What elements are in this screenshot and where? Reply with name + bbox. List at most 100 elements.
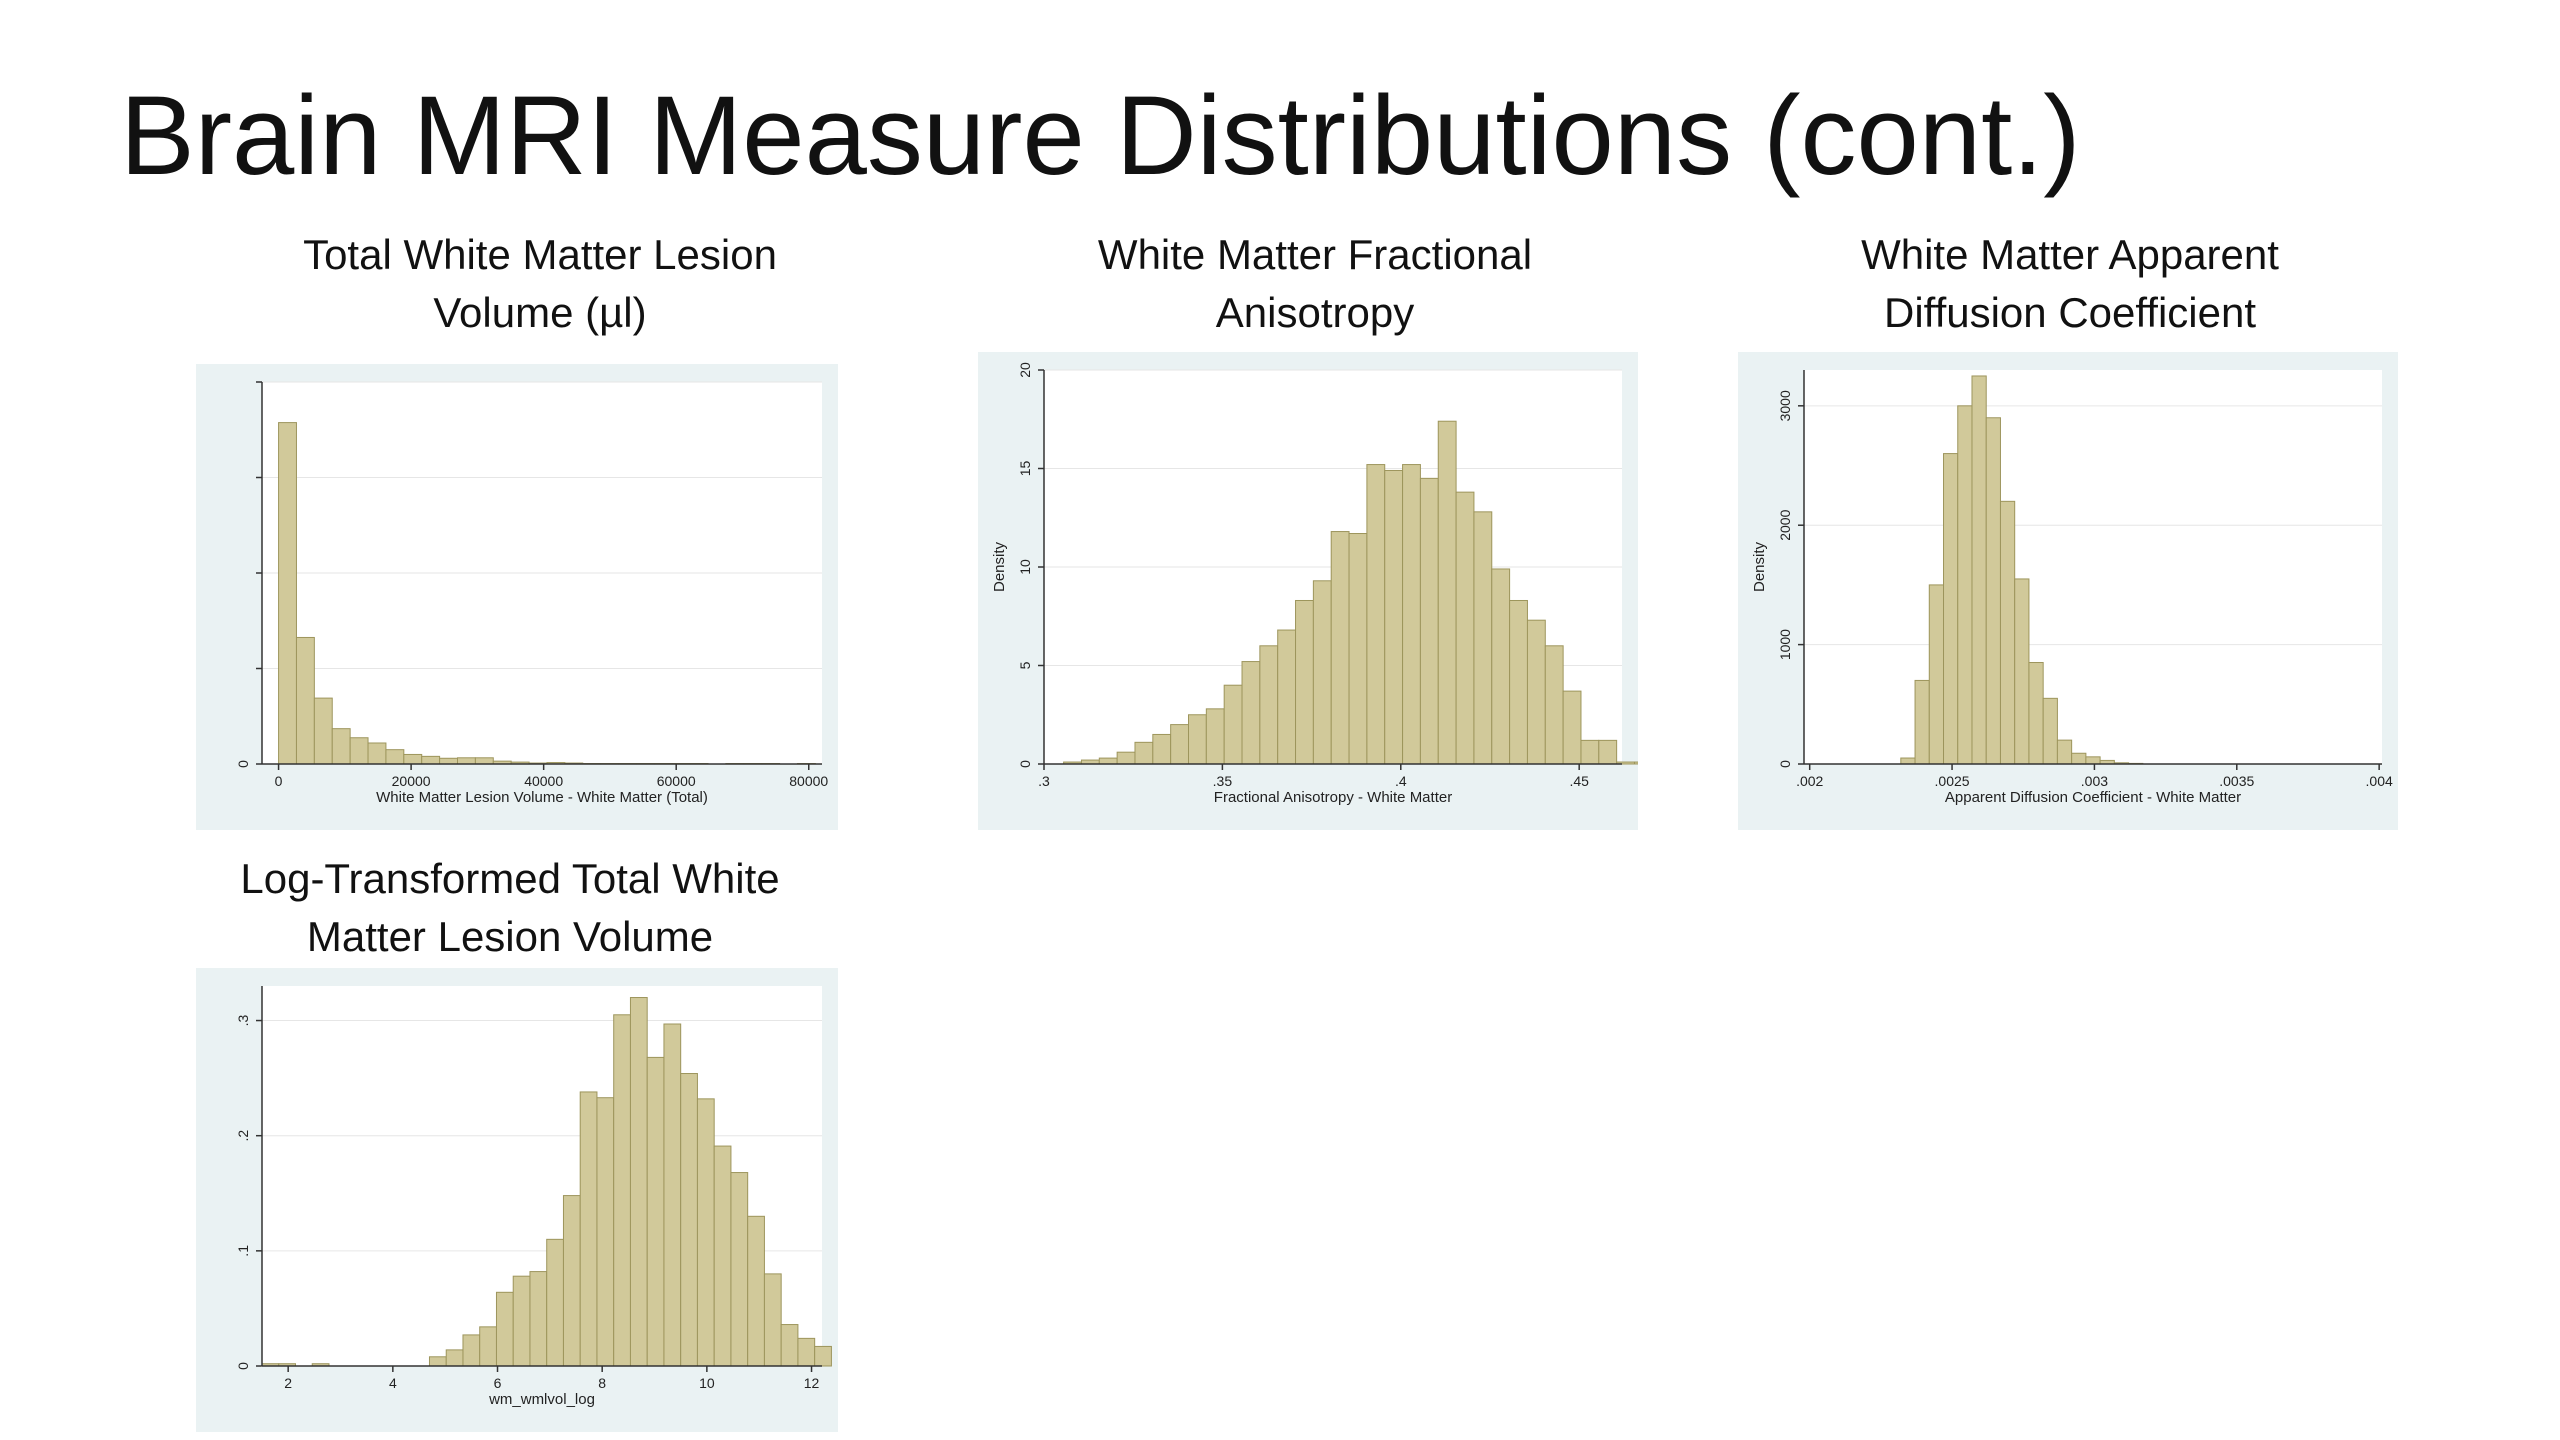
chart-title-line: Volume (µl) [433,289,647,336]
x-axis-label: Apparent Diffusion Coefficient - White M… [1945,789,2241,806]
chart-title-line: Diffusion Coefficient [1884,289,2256,336]
histogram-bar [385,749,405,765]
x-tick-label: 40000 [524,773,563,789]
histogram-bar [680,1073,698,1367]
histogram-bar [713,1145,732,1367]
histogram-bar [780,1324,799,1367]
x-tick-label: .35 [1213,773,1233,789]
x-tick-label: 0 [275,773,283,789]
histogram-bar [1170,724,1189,765]
chart-title-line: Matter Lesion Volume [306,913,714,960]
y-tick-label: 15 [1017,461,1033,477]
histogram-bar [1957,405,1973,765]
histogram-bar [2085,756,2101,765]
histogram-bar [2014,578,2030,765]
histogram-bar [1134,741,1154,765]
histogram-bar [1633,761,1638,765]
histogram-bar [1312,580,1332,765]
histogram-bar [629,997,648,1367]
x-tick-label: 8 [598,1375,606,1391]
histogram-bar [462,1334,481,1367]
histogram-bar [474,757,494,765]
y-tick-label: 0 [1777,760,1793,768]
histogram-bar [562,1195,581,1367]
histogram-bar [331,728,351,765]
histogram-bar [439,757,459,765]
chart-title-line: White Matter Fractional [1097,231,1533,278]
histogram-bar [2056,739,2073,765]
histogram-bar [1098,757,1118,765]
histogram-bar [1598,739,1618,765]
chart-svg: 0 0 20000 40000 60000 80000 White Matter Lesio… [235,381,828,806]
y-tick-label: 3000 [1777,390,1793,421]
y-tick-label: .1 [235,1245,251,1257]
x-tick-label: 60000 [657,773,696,789]
x-tick-label: 80000 [789,773,828,789]
histogram-bar [445,1349,464,1367]
histogram-bar [814,1345,832,1367]
chart-svg: 0 .1 .2 .3 2 4 6 8 10 12 wm_wmlvol_log [235,986,832,1408]
x-axis-label: Fractional Anisotropy - White Matter [1214,789,1452,806]
histogram-bar [1971,375,1987,765]
x-tick-label: 20000 [392,773,431,789]
histogram-bar [278,422,297,765]
chart-title-fractional-anisotropy: White Matter Fractional Anisotropy [1010,226,1620,342]
x-tick-label: 2 [284,1375,292,1391]
y-tick-label: 20 [1017,362,1033,378]
chart-title-lesion-volume: Total White Matter Lesion Volume (µl) [235,226,845,342]
plot-area [1804,370,2382,764]
y-tick-label: .3 [235,1014,251,1026]
histogram-bar [646,1056,665,1367]
histogram-bar [349,737,369,765]
histogram-bar [512,1275,531,1367]
histogram-bar [1999,500,2016,765]
histogram-bar [1914,679,1930,765]
y-tick-label: .2 [235,1130,251,1142]
histogram-bar [457,757,476,765]
histogram-bar [696,1098,715,1367]
histogram-bar [1116,751,1136,765]
x-tick-label: .003 [2081,773,2108,789]
histogram-bar [1562,690,1582,765]
histogram-bar [495,1291,514,1367]
y-tick-label: 2000 [1777,509,1793,540]
histogram-bar [1223,684,1243,765]
x-tick-label: .0035 [2219,773,2254,789]
x-tick-label: 6 [494,1375,502,1391]
chart-title-line: White Matter Apparent [1861,231,2279,278]
histogram-bar [596,1097,615,1367]
histogram-bar [1419,477,1439,765]
histogram-bar [613,1014,631,1367]
x-axis-label: White Matter Lesion Volume - White Matte… [376,789,708,806]
histogram-bar [1241,661,1261,765]
histogram-bar [1985,417,2001,765]
histogram-bar [579,1091,598,1367]
histogram-bar [1491,568,1511,765]
x-tick-label: .002 [1796,773,1823,789]
histogram-bar [529,1271,548,1367]
histogram-bar [403,753,423,765]
chart-title-line: Total White Matter Lesion [303,231,777,278]
histogram-lesion-volume: 0 0 20000 40000 60000 80000 White Matter Lesio… [196,364,838,830]
histogram-bar [313,697,333,765]
histogram-bar [1152,733,1172,765]
histogram-fractional-anisotropy: 0 5 10 15 20 .3 .35 .4 .45 Fractional Anisotropy … [978,352,1638,830]
histogram-bar [428,1356,447,1367]
histogram-bar [421,755,441,765]
histogram-bar [1544,645,1564,765]
histogram-bar [1943,453,1959,765]
histogram-bar [730,1172,749,1367]
chart-title-line: Log-Transformed Total White [240,855,780,902]
histogram-bar [747,1215,765,1367]
histogram-bar [1330,531,1350,765]
y-tick-label: 10 [1017,559,1033,575]
histogram-log-lesion-volume: 0 .1 .2 .3 2 4 6 8 10 12 wm_wmlvol_log [196,968,838,1432]
y-tick-label: 0 [1017,760,1033,768]
histogram-bar [1402,464,1421,765]
histogram-bar [546,1238,564,1367]
chart-title-log-lesion-volume: Log-Transformed Total White Matter Lesio… [200,850,820,966]
histogram-diffusion-coefficient: 0 1000 2000 3000 .002 .0025 .003 .0035 .004 Appar… [1738,352,2398,830]
histogram-bar [1188,714,1207,765]
histogram-bar [1295,599,1314,765]
histogram-bar [663,1023,682,1367]
